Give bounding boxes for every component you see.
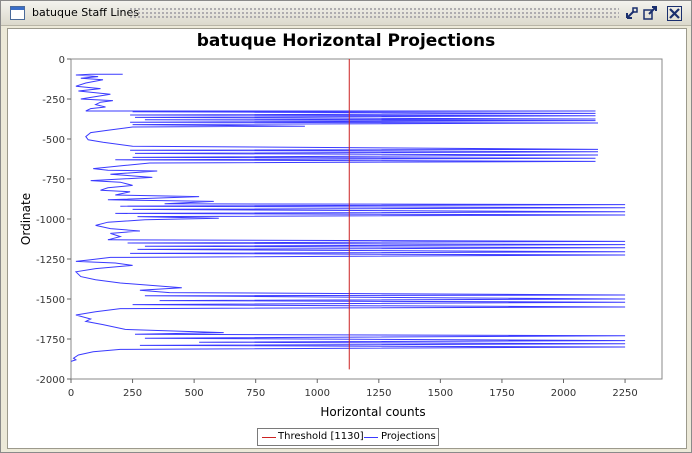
- maximize-icon[interactable]: [643, 6, 658, 21]
- undock-icon[interactable]: [624, 6, 639, 21]
- y-tick-label: -2000: [36, 375, 65, 386]
- y-tick-label: -750: [42, 175, 65, 186]
- projection-line: [70, 73, 626, 362]
- x-tick-label: 0: [68, 388, 74, 399]
- x-axis-label: Horizontal counts: [320, 405, 425, 419]
- y-tick-label: -1500: [36, 295, 65, 306]
- x-tick-label: 1000: [305, 388, 330, 399]
- x-tick-label: 1250: [366, 388, 391, 399]
- title-bar[interactable]: batuque Staff Lines: [1, 1, 691, 26]
- legend-threshold: Threshold [1130]: [278, 431, 364, 442]
- x-tick-label: 1500: [428, 388, 453, 399]
- title-bar-grip: [129, 7, 619, 19]
- window-icon: [10, 6, 25, 20]
- y-tick-label: -1250: [36, 255, 65, 266]
- y-axis-label: Ordinate: [19, 193, 33, 245]
- tick-labels: 0 250 500 750 1000 1250 1500 1750 2000 2250 0 -250 -…: [36, 55, 638, 399]
- x-tick-label: 2000: [551, 388, 576, 399]
- x-tick-label: 750: [246, 388, 265, 399]
- x-tick-label: 250: [123, 388, 142, 399]
- legend-projections: Projections: [381, 431, 436, 442]
- y-tick-label: -1000: [36, 215, 65, 226]
- y-tick-label: -250: [42, 95, 65, 106]
- projections-legend-swatch: [364, 437, 378, 438]
- y-tick-label: -500: [42, 135, 65, 146]
- close-icon[interactable]: [667, 6, 682, 21]
- x-tick-label: 1750: [489, 388, 514, 399]
- y-tick-label: 0: [59, 55, 65, 66]
- y-tick-label: -1750: [36, 335, 65, 346]
- projection-series: [70, 73, 626, 362]
- window-title: batuque Staff Lines: [32, 6, 139, 19]
- threshold-legend-swatch: [262, 437, 276, 438]
- chart-title: batuque Horizontal Projections: [196, 31, 496, 51]
- x-tick-label: 500: [185, 388, 204, 399]
- legend: Threshold [1130] Projections: [257, 428, 439, 446]
- projection-chart: 0 250 500 750 1000 1250 1500 1750 2000 2250 0 -250 -…: [19, 55, 663, 419]
- x-tick-label: 2250: [612, 388, 637, 399]
